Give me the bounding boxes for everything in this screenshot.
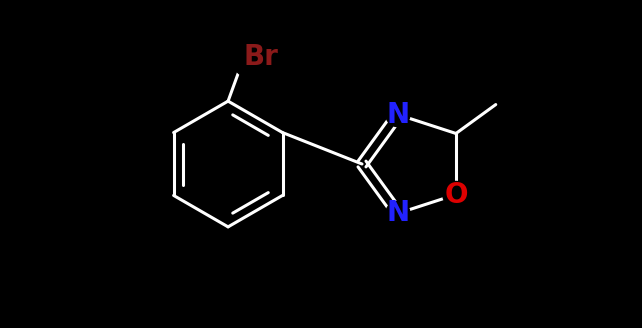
Circle shape bbox=[231, 37, 273, 78]
Text: N: N bbox=[386, 101, 410, 129]
Circle shape bbox=[443, 181, 469, 208]
Text: O: O bbox=[444, 180, 468, 209]
Circle shape bbox=[386, 103, 410, 127]
Text: N: N bbox=[386, 199, 410, 227]
Text: Br: Br bbox=[244, 44, 279, 72]
Circle shape bbox=[444, 182, 468, 207]
Circle shape bbox=[386, 201, 410, 225]
Circle shape bbox=[232, 46, 256, 70]
